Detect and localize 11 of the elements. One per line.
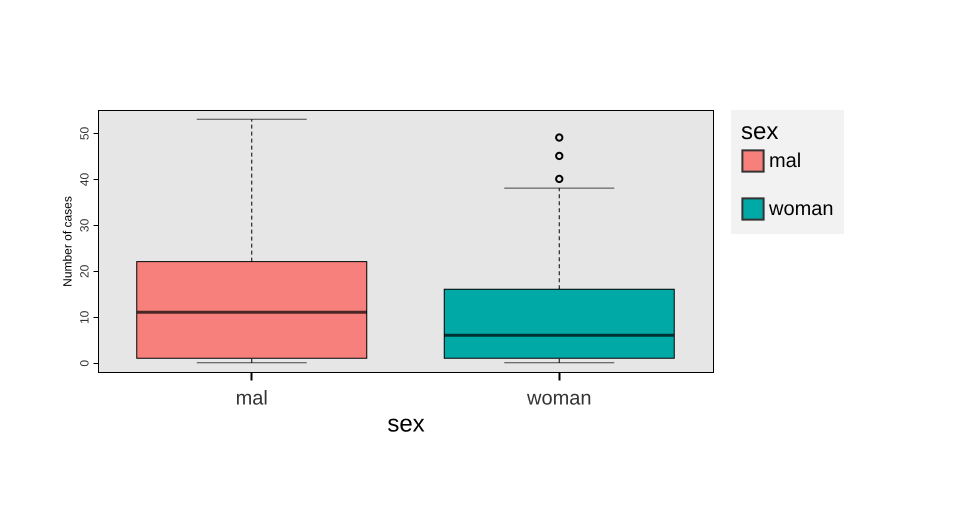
legend-label: woman: [768, 198, 834, 220]
y-tick-label: 30: [78, 218, 92, 232]
y-tick-label: 0: [78, 360, 92, 367]
x-axis-title: sex: [387, 410, 425, 438]
legend-title: sex: [741, 118, 778, 145]
y-tick-label: 20: [78, 264, 92, 278]
y-tick-label: 50: [78, 126, 92, 140]
y-tick-label: 10: [78, 310, 92, 324]
y-axis-title: Number of cases: [60, 196, 74, 287]
legend-label: mal: [769, 150, 802, 172]
y-tick-label: 40: [78, 172, 92, 186]
